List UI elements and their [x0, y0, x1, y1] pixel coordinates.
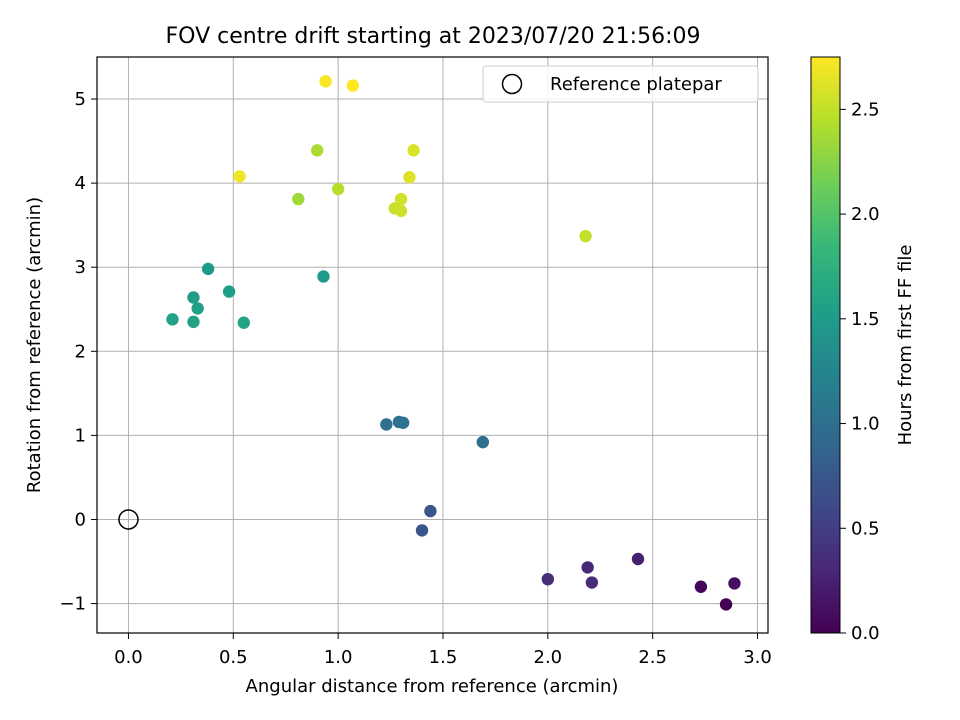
data-point [396, 416, 410, 429]
grid-lines [97, 57, 768, 633]
y-tick-label: 2 [75, 341, 86, 362]
data-point [719, 598, 733, 611]
colorbar-label: Hours from first FF file [895, 245, 916, 446]
data-point [407, 144, 420, 157]
data-point [579, 229, 592, 243]
plot-frame [96, 56, 769, 634]
data-point [424, 504, 437, 518]
colorbar-tick-label: 1.0 [851, 414, 880, 435]
data-point [403, 171, 416, 184]
data-point [222, 285, 236, 298]
chart-title: FOV centre drift starting at 2023/07/20 … [166, 24, 701, 49]
legend-box [482, 65, 759, 103]
data-point [317, 270, 330, 283]
data-point [233, 170, 246, 183]
x-tick-label: 1.0 [324, 647, 353, 668]
data-point [585, 576, 599, 589]
reference-platepar-marker [118, 509, 139, 530]
x-axis-ticks: 0.0 0.5 1.0 1.5 2.0 2.5 3.0 [114, 633, 772, 668]
data-point [581, 561, 594, 574]
colorbar-ticks: 0.0 0.5 1.0 1.5 2.0 2.5 [840, 99, 880, 644]
colorbar-tick-label: 2.5 [851, 99, 880, 120]
colorbar-tick-label: 0.5 [851, 518, 880, 539]
data-point [166, 313, 179, 326]
y-tick-label: 4 [75, 173, 86, 194]
legend: Reference platepar [482, 65, 759, 103]
y-tick-label: −1 [59, 594, 86, 615]
y-tick-label: 0 [75, 509, 86, 530]
data-point [394, 192, 408, 206]
x-tick-label: 2.5 [638, 647, 667, 668]
legend-reference-marker [501, 73, 523, 95]
colorbar-tick-label: 2.0 [851, 204, 880, 225]
y-tick-label: 3 [75, 257, 86, 278]
x-axis-label: Angular distance from reference (arcmin) [246, 676, 619, 697]
data-point [201, 262, 215, 276]
x-tick-label: 2.0 [534, 647, 563, 668]
x-tick-label: 3.0 [743, 647, 772, 668]
x-tick-label: 1.5 [429, 647, 458, 668]
y-tick-label: 5 [75, 89, 86, 110]
y-axis-ticks: −1 0 1 2 3 4 5 [59, 89, 97, 615]
x-tick-label: 0.5 [219, 647, 248, 668]
y-axis-label: Rotation from reference (arcmin) [24, 197, 45, 493]
data-point [694, 580, 708, 593]
data-point [310, 144, 324, 157]
data-point [319, 75, 332, 88]
data-point [631, 552, 645, 566]
data-point [191, 302, 204, 315]
data-point [292, 192, 305, 206]
data-point [394, 204, 408, 218]
data-point [476, 435, 490, 449]
data-point [346, 79, 360, 92]
data-point [415, 524, 429, 537]
colorbar-gradient [810, 56, 841, 634]
data-point [380, 418, 393, 431]
x-tick-label: 0.0 [114, 647, 143, 668]
scatter-points [166, 75, 741, 611]
legend-entry-label: Reference platepar [550, 74, 722, 95]
data-point [187, 315, 200, 329]
colorbar: 0.0 0.5 1.0 1.5 2.0 2.5 Hours from first FF f… [810, 56, 916, 644]
data-point [187, 291, 200, 304]
colorbar-tick-label: 0.0 [851, 623, 880, 644]
data-point [237, 316, 250, 329]
data-point [728, 577, 741, 590]
y-tick-label: 1 [75, 425, 86, 446]
data-point [331, 182, 345, 196]
data-point [541, 572, 555, 586]
colorbar-tick-label: 1.5 [851, 309, 880, 330]
